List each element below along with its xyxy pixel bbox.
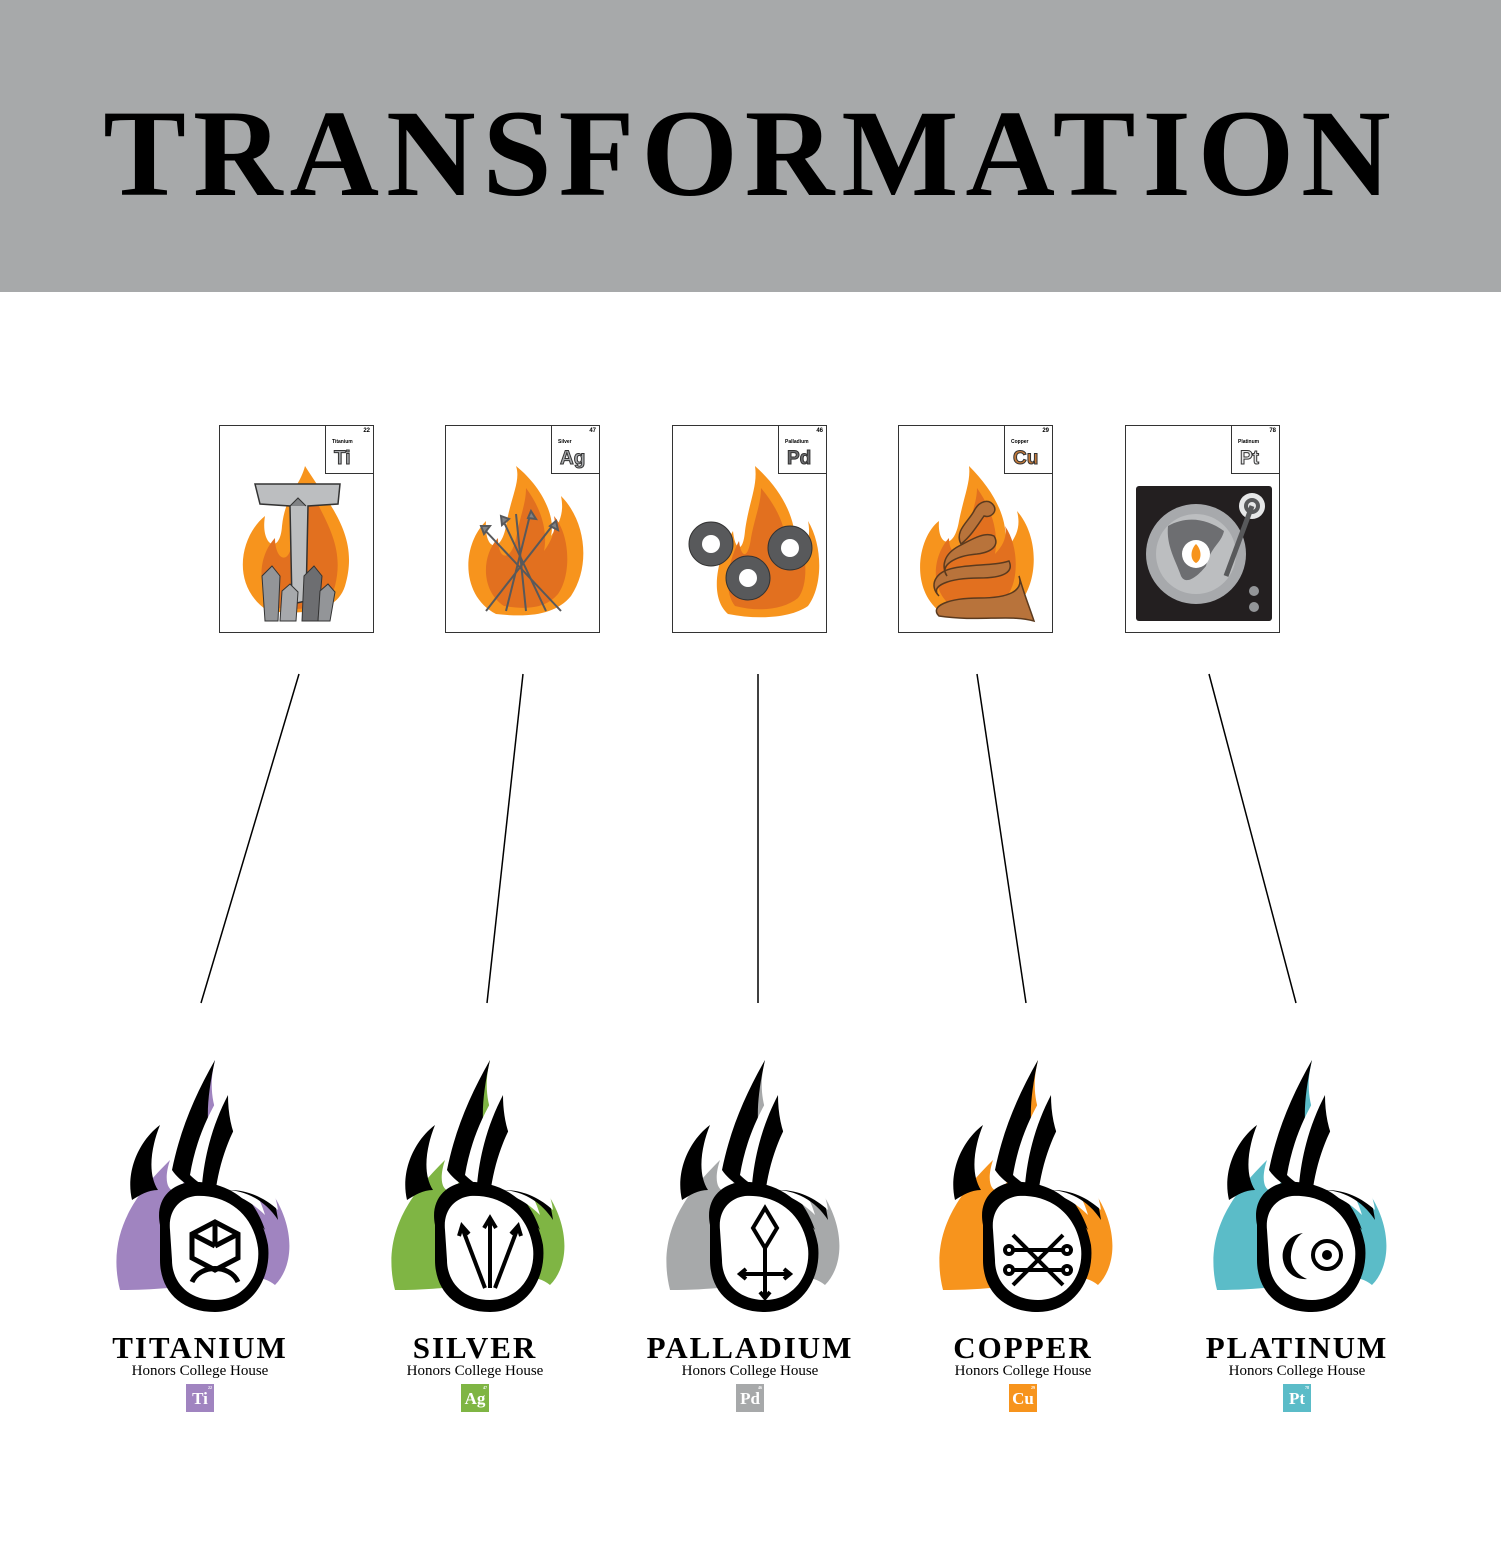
house-subtitle: Honors College House xyxy=(1228,1363,1366,1379)
house-name: SILVER xyxy=(412,1330,538,1365)
tag-number: 78 xyxy=(1305,1385,1309,1390)
gears-icon xyxy=(688,466,820,618)
element-box: 46 Palladium Pd xyxy=(778,426,826,474)
element-name: Platinum xyxy=(1238,439,1260,445)
house-silver: SILVER Honors College House Ag 47 xyxy=(365,1050,585,1430)
card-titanium: 22 Titanium Ti xyxy=(219,425,374,633)
house-element-tag: Pd 46 xyxy=(736,1384,764,1412)
card-copper: 29 Copper Cu xyxy=(898,425,1053,633)
record-player-icon xyxy=(1136,486,1272,621)
element-symbol: Pd xyxy=(786,448,812,470)
connector-copper xyxy=(976,673,1027,1004)
house-name: PLATINUM xyxy=(1205,1330,1389,1365)
atomic-number: 78 xyxy=(1269,428,1276,434)
element-box: 78 Platinum Pt xyxy=(1231,426,1279,474)
element-symbol: Ti xyxy=(334,448,352,470)
house-subtitle: Honors College House xyxy=(681,1363,819,1379)
crystal-t-icon xyxy=(242,466,350,622)
house-palladium: PALLADIUM Honors College House Pd 46 xyxy=(640,1050,860,1430)
element-symbol: Cu xyxy=(1012,448,1039,470)
element-symbol: Pt xyxy=(1240,448,1260,470)
house-element-tag: Ti 22 xyxy=(186,1384,214,1412)
house-element-tag: Cu 29 xyxy=(1009,1384,1037,1412)
house-name: COPPER xyxy=(953,1330,1093,1365)
tag-number: 22 xyxy=(208,1385,212,1390)
trident-glyph-icon xyxy=(457,1214,523,1289)
tag-symbol: Pd xyxy=(740,1389,760,1408)
copper-glyph-icon xyxy=(1003,1233,1073,1287)
card-silver: 47 Silver Ag xyxy=(445,425,600,633)
house-subtitle: Honors College House xyxy=(406,1363,544,1379)
connector-silver xyxy=(486,673,524,1004)
element-name: Palladium xyxy=(785,439,809,445)
tag-symbol: Ti xyxy=(192,1389,208,1408)
connector-titanium xyxy=(200,673,300,1004)
house-platinum: PLATINUM Honors College House Pt 78 xyxy=(1187,1050,1407,1430)
element-name: Copper xyxy=(1011,439,1029,445)
house-name: PALLADIUM xyxy=(646,1330,854,1365)
palladium-flame-logo xyxy=(666,1060,840,1312)
tag-number: 47 xyxy=(483,1385,487,1390)
atomic-number: 47 xyxy=(589,428,596,434)
silver-flame-logo xyxy=(391,1060,565,1312)
house-copper: COPPER Honors College House Cu 29 xyxy=(913,1050,1133,1430)
diamond-cross-glyph-icon xyxy=(736,1204,794,1302)
moon-sun-glyph-icon xyxy=(1282,1233,1343,1280)
house-subtitle: Honors College House xyxy=(954,1363,1092,1379)
element-box: 22 Titanium Ti xyxy=(325,426,373,474)
titanium-flame-logo xyxy=(116,1060,290,1312)
arrows-icon xyxy=(468,466,584,616)
atomic-number: 22 xyxy=(363,428,370,434)
titanium-glyph-icon xyxy=(189,1219,241,1284)
element-name: Titanium xyxy=(332,439,353,445)
house-subtitle: Honors College House xyxy=(131,1363,269,1379)
snake-icon xyxy=(920,466,1036,623)
house-name: TITANIUM xyxy=(112,1330,288,1365)
house-element-tag: Ag 47 xyxy=(461,1384,489,1412)
page-title: TRANSFORMATION xyxy=(103,85,1398,222)
tag-symbol: Cu xyxy=(1012,1389,1034,1408)
element-box: 47 Silver Ag xyxy=(551,426,599,474)
tag-number: 46 xyxy=(758,1385,762,1390)
house-element-tag: Pt 78 xyxy=(1283,1384,1311,1412)
card-platinum: 78 Platinum Pt xyxy=(1125,425,1280,633)
atomic-number: 29 xyxy=(1042,428,1049,434)
house-titanium: TITANIUM Honors College House Ti 22 xyxy=(90,1050,310,1430)
platinum-flame-logo xyxy=(1213,1060,1387,1312)
atomic-number: 46 xyxy=(816,428,823,434)
element-symbol: Ag xyxy=(559,448,586,470)
tag-number: 29 xyxy=(1031,1385,1035,1390)
element-box: 29 Copper Cu xyxy=(1004,426,1052,474)
connector-platinum xyxy=(1208,673,1297,1004)
element-name: Silver xyxy=(558,439,572,445)
title-banner: TRANSFORMATION xyxy=(0,0,1501,292)
copper-flame-logo xyxy=(939,1060,1113,1312)
tag-symbol: Pt xyxy=(1288,1389,1306,1408)
tag-symbol: Ag xyxy=(464,1389,486,1408)
card-palladium: 46 Palladium Pd xyxy=(672,425,827,633)
